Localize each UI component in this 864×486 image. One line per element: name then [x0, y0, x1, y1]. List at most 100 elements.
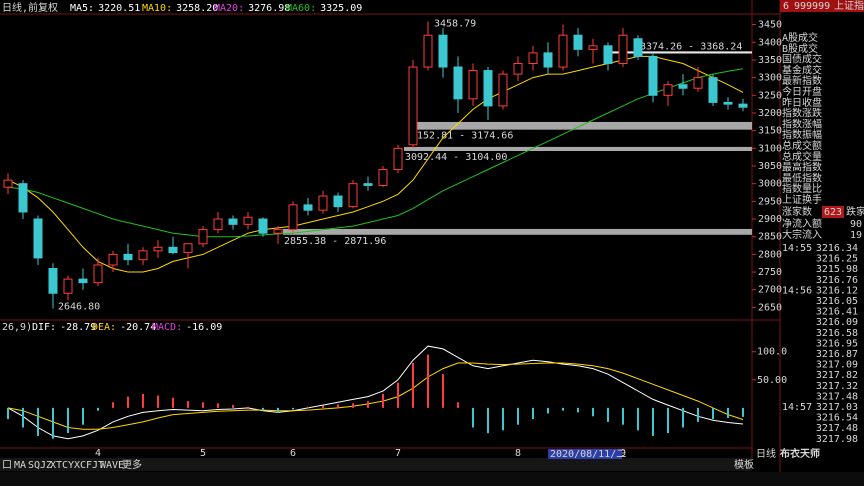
- tab[interactable]: CFJT: [80, 460, 104, 471]
- candle-body: [723, 101, 733, 105]
- candle-body: [3, 179, 13, 188]
- legend-name: MA10:: [142, 3, 172, 14]
- candle-body: [138, 250, 148, 261]
- candle-body: [438, 34, 448, 68]
- flow-value: 19: [850, 230, 862, 241]
- macd-bar: [667, 407, 669, 434]
- legend-value: 3276.98: [248, 3, 290, 14]
- x-tick-label: 9: [620, 448, 626, 459]
- zone-label: 3374.26 - 3368.24: [640, 41, 742, 52]
- flow-label: 大宗流入: [782, 228, 822, 241]
- macd-bar: [442, 374, 444, 408]
- macd-bar: [277, 407, 279, 413]
- status-bar: [0, 472, 864, 486]
- macd-bar: [712, 407, 714, 420]
- tab[interactable]: 口: [2, 460, 12, 471]
- y2-tick-label: 50.00: [757, 375, 787, 386]
- tab[interactable]: MA: [14, 460, 26, 471]
- macd-bar: [412, 362, 414, 408]
- breadth-label2: 跌家: [846, 205, 864, 218]
- tab[interactable]: CYX: [62, 460, 80, 471]
- candle-body: [588, 45, 598, 50]
- tick-price: 3216.87: [816, 349, 858, 360]
- legend-name: MA20:: [214, 3, 244, 14]
- candle-body: [483, 70, 493, 107]
- macd-title: 26,9): [2, 322, 32, 333]
- macd-bar: [457, 402, 459, 408]
- candle-body: [423, 34, 433, 68]
- y-tick-label: 3050: [758, 161, 782, 172]
- macd-bar: [622, 407, 624, 425]
- tick-price: 3216.58: [816, 328, 858, 339]
- tick-price: 3217.48: [816, 391, 858, 402]
- legend-entry: MA20: 3276.98: [214, 3, 290, 14]
- price-zone: [283, 228, 752, 235]
- candle-body: [468, 70, 478, 100]
- candle-body: [543, 52, 553, 68]
- candle-body: [258, 218, 268, 234]
- macd-bar: [397, 382, 399, 408]
- legend-entry: MA10: 3258.20: [142, 3, 218, 14]
- macd-bar: [637, 407, 639, 431]
- template-button[interactable]: 模板: [734, 458, 754, 471]
- flow-value: 90: [850, 219, 862, 230]
- x-tick-label: 6: [290, 448, 296, 459]
- breadth-box: [822, 206, 844, 218]
- tick-price: 3216.25: [816, 254, 858, 265]
- candle-body: [198, 229, 208, 245]
- legend-name: MA5:: [70, 3, 94, 14]
- macd-bar: [607, 407, 609, 422]
- macd-bar: [187, 401, 189, 408]
- macd-bar: [127, 396, 129, 408]
- tab[interactable]: WAVE: [100, 460, 124, 471]
- tick-price: 3217.09: [816, 360, 858, 371]
- tick-price: 3216.05: [816, 296, 858, 307]
- candle-body: [168, 246, 178, 254]
- macd-bar: [532, 407, 534, 420]
- tick-price: 3216.41: [816, 307, 858, 318]
- legend-value: -16.09: [186, 322, 222, 333]
- sidebar-field: 今日开盘: [782, 85, 822, 98]
- legend-name: MACD:: [152, 322, 182, 333]
- candle-body: [243, 216, 253, 225]
- candle-body: [708, 77, 718, 103]
- tab[interactable]: 更多: [122, 458, 142, 471]
- breadth-value: 623: [824, 207, 842, 218]
- tab-bar: [0, 458, 752, 471]
- tick-time: 14:57: [782, 402, 812, 413]
- candle-body: [513, 62, 523, 75]
- tab[interactable]: SQJZ: [28, 460, 52, 471]
- y-tick-label: 3250: [758, 90, 782, 101]
- tick-price: 3216.09: [816, 317, 858, 328]
- flow-label: 净流入额: [782, 217, 822, 230]
- candle-body: [123, 253, 133, 261]
- legend-value: -28.79: [60, 322, 96, 333]
- legend-entry: MA60: 3325.09: [286, 3, 362, 14]
- macd-bar: [37, 407, 39, 436]
- tick-time: 14:55: [782, 243, 812, 254]
- sidebar-field: 指数振幅: [782, 128, 822, 141]
- candle-body: [678, 84, 688, 89]
- candle-body: [738, 103, 748, 108]
- macd-bar: [517, 407, 519, 425]
- candle-body: [273, 229, 283, 234]
- tick-price: 3217.82: [816, 370, 858, 381]
- zone-label: 2855.38 - 2871.96: [284, 236, 386, 247]
- macd-bar: [247, 406, 249, 408]
- x-tick-label: 8: [515, 448, 521, 459]
- price-zone: [404, 146, 752, 151]
- watermark: 布衣天师: [780, 447, 820, 460]
- candle-body: [558, 34, 568, 68]
- tab[interactable]: XT: [50, 460, 62, 471]
- candle-body: [573, 34, 583, 50]
- ma-line: [7, 68, 744, 238]
- sidebar-field: 指数涨幅: [782, 117, 822, 130]
- y-tick-label: 2750: [758, 267, 782, 278]
- candle-body: [633, 38, 643, 57]
- macd-bar: [202, 402, 204, 408]
- tick-price: 3216.12: [816, 285, 858, 296]
- macd-bar: [232, 405, 234, 408]
- macd-bar: [592, 407, 594, 417]
- macd-bar: [52, 407, 54, 439]
